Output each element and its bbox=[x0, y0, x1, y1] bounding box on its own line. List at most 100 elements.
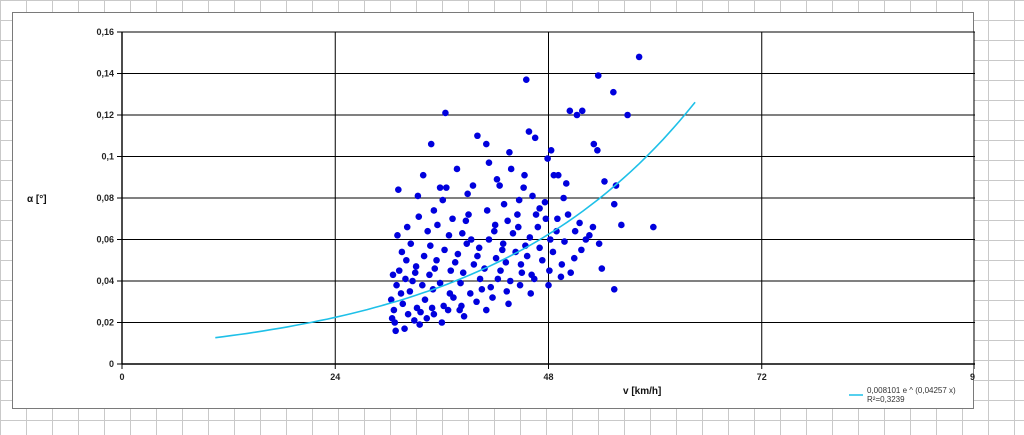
y-tick-label: 0,1 bbox=[101, 152, 114, 162]
data-point bbox=[465, 211, 472, 218]
data-point bbox=[449, 215, 456, 223]
data-point bbox=[598, 265, 606, 272]
data-point bbox=[493, 176, 501, 183]
data-point bbox=[398, 248, 406, 256]
data-point bbox=[521, 171, 528, 179]
data-point bbox=[467, 290, 474, 297]
scatter-chart: 0 0,02 0,04 0,06 0,08 0,1 0,12 0,14 0,16 0 24 48 72 9… bbox=[27, 27, 975, 404]
data-point bbox=[427, 140, 435, 148]
data-point bbox=[456, 306, 463, 314]
data-point bbox=[502, 259, 510, 266]
data-point bbox=[520, 184, 527, 191]
data-point bbox=[443, 184, 450, 191]
data-point bbox=[566, 107, 574, 115]
legend: 0,008101 e ^ (0,04257 x) R²=0,3239 bbox=[849, 386, 956, 404]
tick-labels: 0 0,02 0,04 0,06 0,08 0,1 0,12 0,14 0,16 0 24 48 72 9… bbox=[96, 27, 975, 382]
data-point bbox=[517, 261, 525, 268]
data-point bbox=[545, 281, 552, 289]
data-point bbox=[507, 165, 515, 173]
data-point bbox=[467, 236, 475, 243]
data-point bbox=[504, 217, 511, 225]
data-point bbox=[494, 275, 502, 283]
y-tick-label: 0,08 bbox=[96, 193, 114, 203]
data-point bbox=[595, 240, 603, 247]
data-point bbox=[492, 254, 500, 262]
y-tick-label: 0,14 bbox=[96, 69, 114, 79]
data-point bbox=[463, 240, 471, 247]
data-point bbox=[412, 263, 420, 270]
data-point bbox=[442, 109, 449, 117]
data-point bbox=[394, 232, 401, 239]
axes bbox=[117, 31, 975, 369]
data-point bbox=[423, 315, 431, 322]
data-point bbox=[558, 261, 566, 268]
data-point bbox=[475, 244, 483, 252]
data-point bbox=[557, 273, 565, 281]
data-point bbox=[570, 254, 578, 262]
data-point bbox=[546, 267, 553, 274]
data-point bbox=[445, 232, 453, 239]
data-point bbox=[497, 267, 504, 274]
data-point bbox=[514, 211, 521, 218]
data-point bbox=[444, 306, 452, 314]
x-axis-label: v [km/h] bbox=[623, 386, 661, 397]
data-point bbox=[564, 211, 572, 218]
data-point bbox=[509, 229, 517, 237]
data-point bbox=[401, 325, 408, 333]
data-point bbox=[610, 200, 618, 208]
data-point bbox=[561, 238, 568, 245]
data-point bbox=[460, 312, 468, 320]
data-point bbox=[549, 248, 557, 256]
data-point bbox=[402, 275, 409, 283]
data-point bbox=[407, 240, 415, 247]
data-point bbox=[404, 310, 412, 318]
data-point bbox=[390, 306, 398, 314]
y-tick-label: 0,12 bbox=[96, 110, 114, 120]
data-point bbox=[635, 53, 643, 61]
data-point bbox=[473, 298, 480, 306]
x-tick-label: 48 bbox=[543, 372, 553, 382]
data-point bbox=[464, 190, 471, 198]
data-point bbox=[506, 149, 513, 156]
data-point bbox=[505, 300, 512, 308]
data-point bbox=[541, 198, 549, 206]
y-tick-label: 0,16 bbox=[96, 27, 114, 37]
y-axis-label: α [°] bbox=[27, 194, 47, 205]
data-point bbox=[554, 215, 561, 223]
data-point bbox=[419, 171, 427, 179]
data-point bbox=[430, 207, 438, 214]
data-point bbox=[490, 227, 498, 235]
data-point bbox=[392, 327, 399, 335]
data-point bbox=[550, 171, 558, 179]
data-point bbox=[530, 275, 538, 283]
data-point bbox=[536, 205, 543, 212]
data-point bbox=[590, 140, 598, 148]
data-point bbox=[459, 229, 466, 237]
data-point bbox=[474, 252, 481, 260]
data-point bbox=[536, 244, 543, 252]
data-point bbox=[529, 192, 536, 200]
data-point bbox=[496, 182, 503, 189]
data-point bbox=[420, 252, 428, 260]
data-point bbox=[395, 186, 402, 193]
data-point bbox=[498, 246, 506, 254]
legend-r-squared: R²=0,3239 bbox=[867, 395, 905, 404]
data-point bbox=[487, 283, 495, 291]
data-point bbox=[516, 281, 524, 289]
data-point bbox=[427, 242, 434, 250]
data-point bbox=[421, 296, 429, 303]
data-point bbox=[483, 140, 490, 148]
data-point bbox=[567, 269, 575, 277]
data-point bbox=[514, 223, 522, 231]
data-point bbox=[406, 288, 414, 295]
data-point bbox=[446, 290, 454, 297]
x-tick-label: 24 bbox=[330, 372, 340, 382]
data-point bbox=[426, 271, 433, 279]
data-point bbox=[624, 111, 631, 119]
data-point bbox=[547, 146, 555, 154]
data-point bbox=[506, 277, 514, 285]
data-point bbox=[499, 240, 507, 247]
data-point bbox=[451, 259, 459, 266]
data-point bbox=[474, 132, 481, 140]
data-point bbox=[562, 180, 570, 187]
